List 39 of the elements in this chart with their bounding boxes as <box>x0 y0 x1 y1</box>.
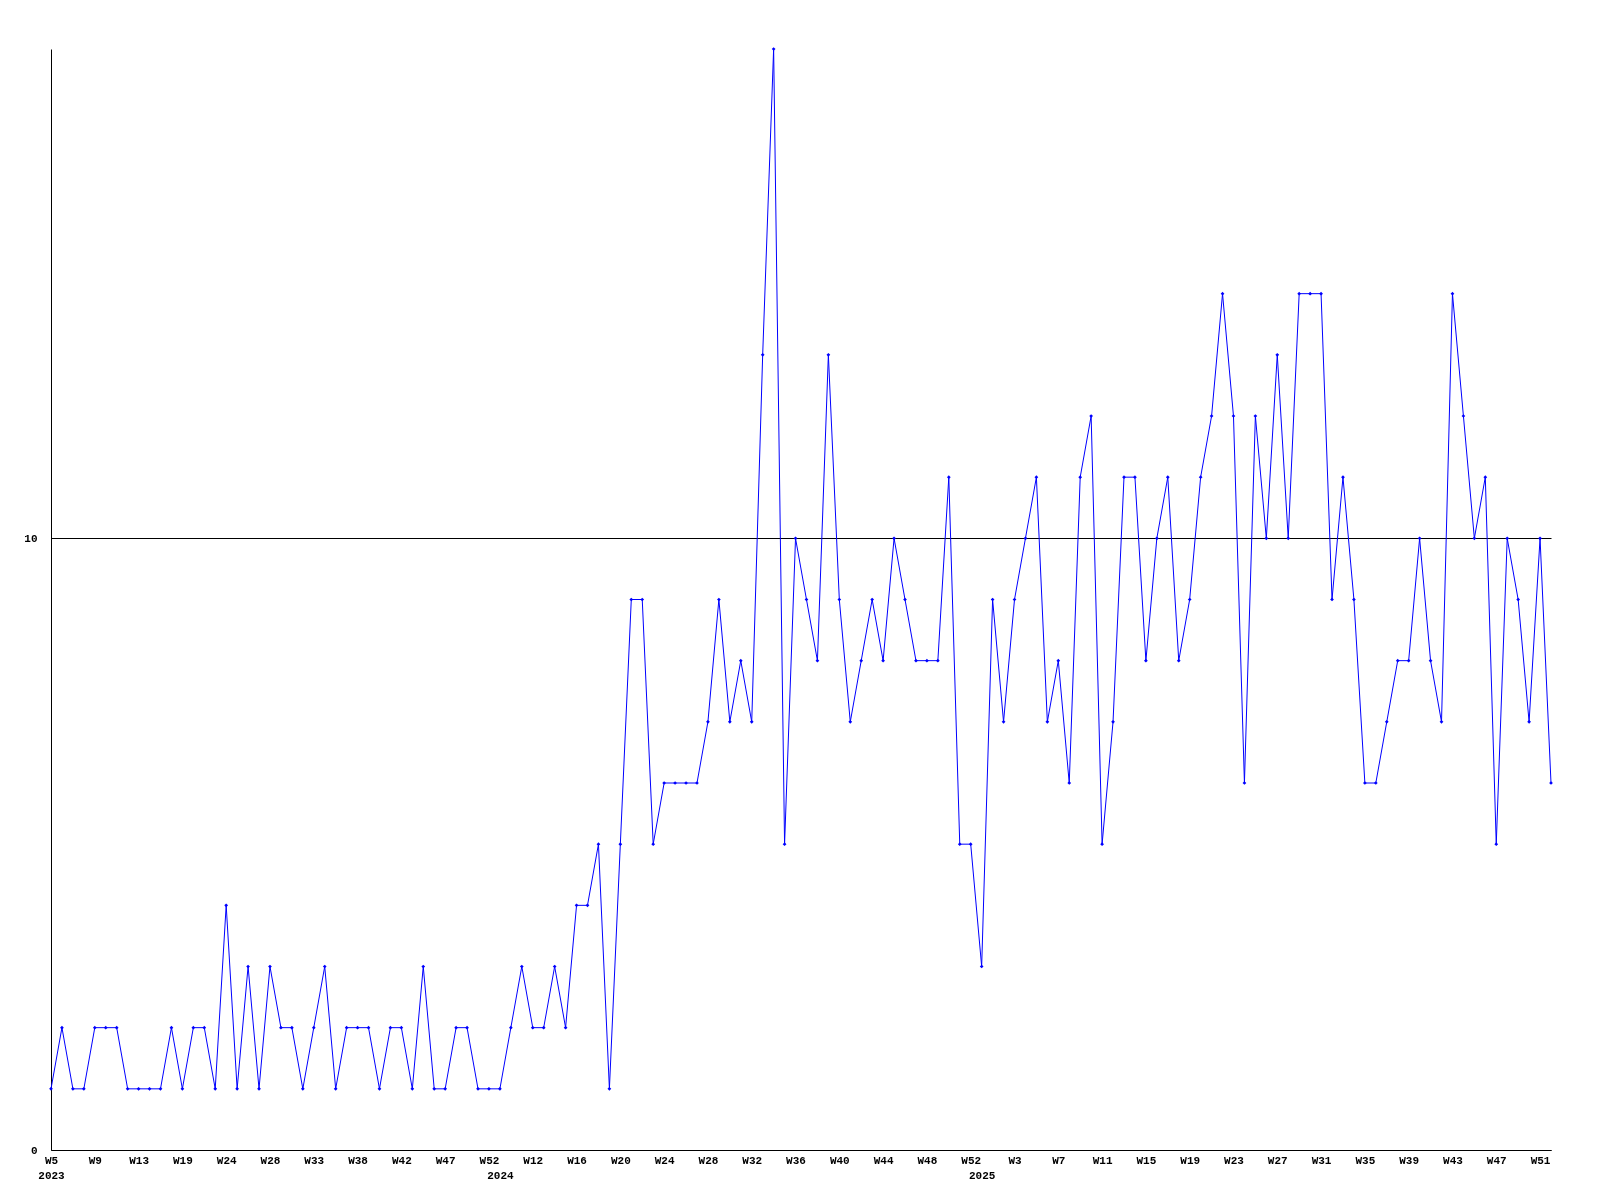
x-tick-label: W5 2023 <box>38 1154 66 1182</box>
x-tick-label: W9 <box>88 1154 102 1167</box>
x-tick-label: W28 <box>260 1154 281 1167</box>
x-tick-label: W35 <box>1355 1154 1376 1167</box>
x-tick-label: W44 <box>873 1154 894 1167</box>
x-tick-label: W19 <box>172 1154 193 1167</box>
x-tick-label: W40 <box>829 1154 850 1167</box>
x-tick-label: W32 <box>742 1154 763 1167</box>
x-tick-label: W33 <box>304 1154 325 1167</box>
x-tick-label: W39 <box>1399 1154 1420 1167</box>
x-tick-label: W7 <box>1052 1154 1066 1167</box>
x-tick-label: W28 <box>698 1154 719 1167</box>
y-tick-label: 10 <box>24 532 38 545</box>
x-tick-label: W20 <box>610 1154 631 1167</box>
x-tick-label: 2025 <box>968 1169 996 1182</box>
x-tick-label: W42 <box>391 1154 412 1167</box>
x-tick-label: W24 <box>654 1154 675 1167</box>
x-tick-label: W27 <box>1267 1154 1288 1167</box>
x-tick-label: W13 <box>129 1154 150 1167</box>
x-tick-label: W23 <box>1224 1154 1245 1167</box>
x-tick-label: W47 <box>435 1154 456 1167</box>
y-tick-label: 0 <box>30 1144 38 1157</box>
x-tick-label: 2024 <box>487 1169 515 1182</box>
x-tick-label: W31 <box>1311 1154 1332 1167</box>
x-tick-label: W24 <box>216 1154 237 1167</box>
x-tick-label: W11 <box>1092 1154 1113 1167</box>
x-tick-label: W51 <box>1530 1154 1551 1167</box>
x-tick-label: W47 <box>1486 1154 1507 1167</box>
x-tick-label: W3 <box>1008 1154 1022 1167</box>
x-tick-label: W15 <box>1136 1154 1157 1167</box>
x-tick-label: W52 <box>961 1154 982 1167</box>
x-tick-label: W38 <box>348 1154 369 1167</box>
x-tick-label: W12 <box>523 1154 544 1167</box>
x-tick-label: W48 <box>917 1154 938 1167</box>
x-tick-label: W19 <box>1180 1154 1201 1167</box>
x-tick-label: W52 <box>479 1154 500 1167</box>
x-tick-label: W43 <box>1443 1154 1464 1167</box>
x-tick-label: W16 <box>567 1154 587 1167</box>
x-tick-label: W36 <box>786 1154 806 1167</box>
